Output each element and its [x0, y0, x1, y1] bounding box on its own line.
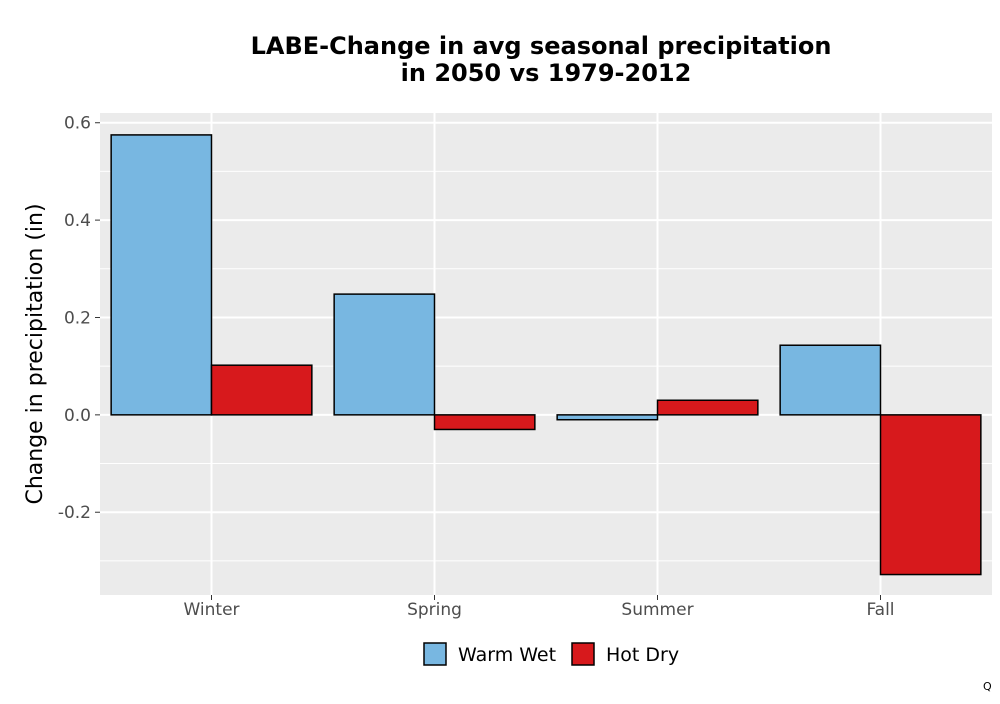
x-tick-label: Spring [407, 600, 462, 620]
x-axis-ticks: Winter Spring Summer Fall [183, 595, 895, 620]
legend-key-warm-wet [423, 642, 447, 666]
bar-spring-warm-wet [333, 293, 436, 416]
legend-label-warm-wet: Warm Wet [458, 644, 556, 666]
y-tick-label: 0.2 [64, 308, 91, 328]
legend-key-hot-dry [571, 642, 595, 666]
legend: Warm Wet Hot Dry [423, 642, 679, 666]
bars [110, 134, 982, 576]
bar-winter-hot-dry [210, 364, 313, 416]
y-tick-label: -0.2 [58, 503, 91, 523]
y-tick-label: 0.4 [64, 211, 91, 231]
corner-mark: Q [983, 680, 992, 693]
chart-subtitle: in 2050 vs 1979-2012 [401, 59, 692, 87]
y-axis-ticks: -0.2 0.0 0.2 0.4 0.6 [58, 114, 100, 523]
chart-title: LABE-Change in avg seasonal precipitatio… [251, 32, 832, 60]
bar-spring-hot-dry [433, 414, 536, 431]
y-tick-label: 0.6 [64, 114, 91, 134]
bar-summer-hot-dry [656, 399, 759, 416]
bar-fall-warm-wet [779, 344, 882, 416]
legend-label-hot-dry: Hot Dry [606, 644, 679, 666]
y-tick-label: 0.0 [64, 406, 91, 426]
bar-winter-warm-wet [110, 134, 213, 416]
x-tick-label: Summer [621, 600, 693, 620]
bar-fall-hot-dry [879, 414, 982, 576]
y-axis-title: Change in precipitation (in) [23, 203, 48, 504]
x-tick-label: Fall [866, 600, 894, 620]
bar-summer-warm-wet [556, 414, 659, 421]
x-tick-label: Winter [183, 600, 239, 620]
